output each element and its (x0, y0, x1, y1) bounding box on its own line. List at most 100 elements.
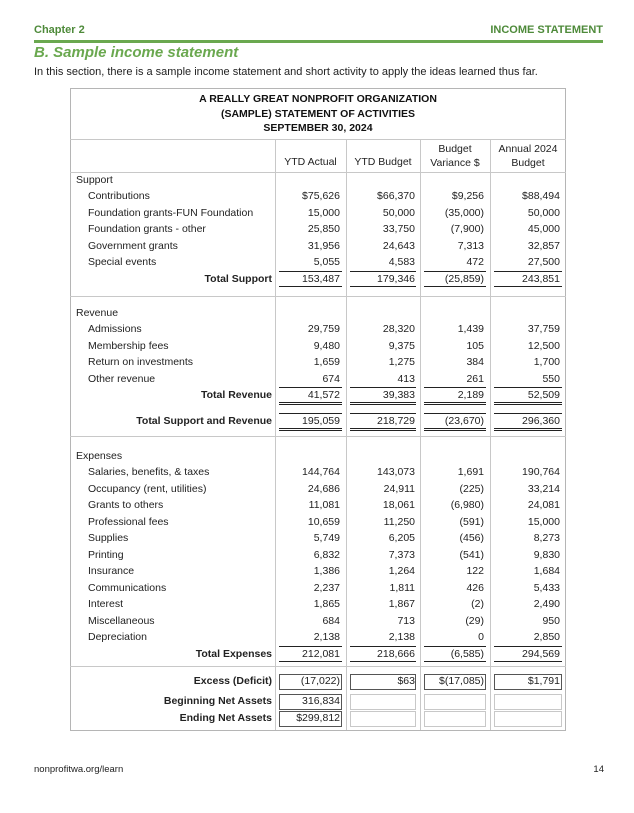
total-rule (494, 430, 562, 431)
line-item-value: (225) (459, 482, 484, 495)
line-item-label: Special events (88, 256, 157, 268)
total-value: 195,059 (302, 415, 340, 427)
summary-cell (494, 711, 562, 727)
line-item-value: 11,081 (308, 499, 340, 511)
line-item-value: 713 (397, 614, 415, 627)
line-item-label: Depreciation (88, 631, 147, 643)
line-item-value: 37,759 (527, 323, 560, 335)
total-rule (279, 402, 342, 403)
line-item-value: 950 (542, 614, 560, 627)
total-value: 243,851 (522, 272, 560, 285)
subtotal-rule (279, 270, 342, 272)
line-item-value: 24,911 (383, 482, 415, 495)
line-item-value: (591) (459, 515, 484, 528)
line-item-value: 2,138 (388, 631, 415, 643)
column-divider (346, 139, 347, 730)
statement-table (70, 88, 566, 731)
total-value: 2,189 (457, 389, 484, 401)
line-item-value: 33,750 (382, 223, 415, 235)
line-item-value: $9,256 (451, 190, 484, 202)
total-rule (424, 404, 486, 405)
line-item-value: 31,956 (307, 239, 340, 252)
statement-title-line: (SAMPLE) STATEMENT OF ACTIVITIES (220, 107, 416, 120)
line-item-value: 25,850 (307, 223, 340, 235)
subtotal-rule (424, 413, 486, 414)
summary-cell (424, 694, 486, 710)
statement-title-line: SEPTEMBER 30, 2024 (263, 122, 373, 134)
total-rule (424, 402, 486, 403)
subtotal-rule (494, 270, 562, 272)
line-item-value: (29) (465, 614, 484, 627)
footer-url[interactable]: nonprofitwa.org/learn (34, 764, 124, 775)
total-value: 296,360 (522, 415, 560, 427)
column-header: YTD Actual (284, 156, 337, 168)
line-item-value: (35,000) (444, 206, 484, 219)
total-value: 218,666 (377, 647, 415, 660)
summary-cell (350, 674, 416, 690)
line-item-value: 144,764 (302, 466, 340, 478)
total-rule (494, 404, 562, 405)
line-item-value: 29,759 (307, 323, 340, 335)
summary-label: Beginning Net Assets (163, 695, 272, 707)
line-item-value: (7,900) (450, 223, 484, 235)
total-rule (424, 660, 486, 662)
line-item-value: 8,273 (533, 532, 560, 544)
statement-title-line: A REALLY GREAT NONPROFIT ORGANIZATION (199, 93, 437, 105)
line-item-label: Miscellaneous (88, 614, 155, 627)
section-label: Revenue (76, 307, 119, 319)
total-value: (6,585) (450, 647, 484, 660)
line-item-label: Grants to others (88, 499, 164, 511)
line-item-value: (456) (459, 532, 484, 544)
total-rule (494, 428, 562, 429)
line-item-value: 5,749 (313, 532, 340, 544)
subtotal-rule (494, 387, 562, 388)
line-item-value: 1,700 (533, 356, 560, 368)
total-rule (494, 285, 562, 287)
total-rule (494, 660, 562, 662)
summary-cell (279, 694, 342, 710)
line-item-value: 5,055 (313, 256, 340, 268)
total-value: 179,346 (377, 272, 415, 285)
line-item-label: Return on investments (88, 356, 194, 368)
summary-value: (17,022) (300, 675, 340, 687)
total-value: (25,859) (444, 272, 484, 285)
line-item-value: 261 (466, 372, 484, 385)
subtotal-rule (424, 270, 486, 272)
summary-value: 316,834 (302, 695, 340, 707)
line-item-label: Insurance (88, 565, 135, 577)
line-item-value: 32,857 (527, 239, 560, 252)
total-label: Total Support and Revenue (136, 415, 272, 427)
summary-cell (494, 674, 562, 690)
total-rule (424, 430, 486, 431)
line-item-value: 0 (478, 631, 484, 643)
column-divider (420, 139, 421, 730)
line-item-value: 1,439 (457, 323, 484, 335)
line-item-value: 472 (466, 256, 484, 268)
section-label: Support (76, 174, 113, 186)
line-item-value: 12,500 (527, 339, 560, 352)
line-item-value: $88,494 (522, 190, 560, 202)
page-number: 14 (593, 764, 604, 775)
line-item-value: 190,764 (522, 466, 560, 478)
subtotal-rule (424, 645, 486, 647)
total-rule (494, 402, 562, 403)
line-item-value: 50,000 (527, 206, 560, 219)
total-value: 294,569 (522, 647, 560, 660)
summary-label: Excess (Deficit) (193, 675, 272, 687)
line-item-value: 413 (397, 372, 415, 385)
line-item-label: Occupancy (rent, utilities) (88, 482, 207, 495)
total-value: 39,383 (382, 389, 415, 401)
line-item-value: 122 (466, 565, 484, 577)
subtotal-rule (350, 645, 416, 647)
total-rule (279, 285, 342, 287)
total-rule (350, 660, 416, 662)
line-item-value: 1,811 (389, 581, 416, 594)
column-header: Budget Variance $ (430, 143, 480, 169)
line-item-label: Professional fees (88, 515, 169, 528)
line-item-value: 7,313 (457, 239, 484, 252)
line-item-label: Membership fees (88, 339, 169, 352)
summary-cell (350, 711, 416, 727)
total-value: (23,670) (444, 415, 484, 427)
line-item-label: Admissions (88, 323, 142, 335)
line-item-value: 550 (542, 372, 560, 385)
